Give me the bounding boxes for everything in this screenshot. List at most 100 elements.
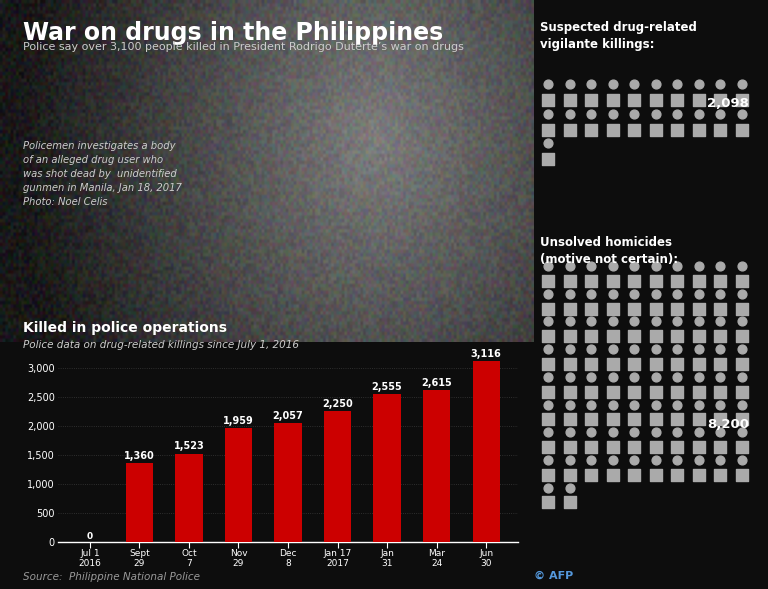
Point — [564, 95, 576, 105]
Point — [671, 125, 684, 134]
Point — [542, 442, 554, 452]
Point — [607, 455, 619, 465]
Text: 8,200: 8,200 — [707, 418, 749, 431]
Point — [585, 80, 598, 89]
Point — [542, 317, 554, 326]
Point — [693, 262, 705, 271]
Point — [542, 372, 554, 382]
Bar — [126, 463, 153, 542]
Point — [585, 470, 598, 479]
Point — [628, 304, 641, 313]
Text: 1,959: 1,959 — [223, 416, 254, 426]
Point — [714, 455, 727, 465]
Point — [628, 125, 641, 134]
Point — [650, 276, 662, 286]
Point — [650, 332, 662, 341]
Text: © AFP: © AFP — [534, 570, 573, 580]
Point — [607, 317, 619, 326]
Point — [693, 372, 705, 382]
Point — [650, 125, 662, 134]
Text: 2,615: 2,615 — [422, 378, 452, 388]
Point — [736, 428, 748, 437]
Point — [671, 345, 684, 354]
Point — [585, 109, 598, 118]
Point — [564, 428, 576, 437]
Point — [564, 359, 576, 369]
Point — [607, 304, 619, 313]
Text: 2,250: 2,250 — [322, 399, 353, 409]
Point — [564, 80, 576, 89]
Point — [650, 387, 662, 396]
Point — [650, 415, 662, 424]
Point — [564, 332, 576, 341]
Point — [693, 80, 705, 89]
Point — [650, 317, 662, 326]
Point — [671, 109, 684, 118]
Text: 2,057: 2,057 — [273, 411, 303, 421]
Point — [650, 455, 662, 465]
Point — [671, 372, 684, 382]
Point — [607, 470, 619, 479]
Point — [671, 415, 684, 424]
Point — [714, 109, 727, 118]
Text: 1,523: 1,523 — [174, 442, 204, 452]
Point — [736, 262, 748, 271]
Text: Unsolved homicides
(motive not certain):: Unsolved homicides (motive not certain): — [540, 236, 678, 266]
Point — [607, 415, 619, 424]
Point — [714, 80, 727, 89]
Point — [736, 95, 748, 105]
Text: 2,555: 2,555 — [372, 382, 402, 392]
Point — [628, 262, 641, 271]
Point — [585, 95, 598, 105]
Point — [585, 455, 598, 465]
Point — [564, 387, 576, 396]
Point — [693, 470, 705, 479]
Text: Suspected drug-related
vigilante killings:: Suspected drug-related vigilante killing… — [540, 21, 697, 51]
Point — [671, 289, 684, 299]
Point — [650, 80, 662, 89]
Point — [564, 304, 576, 313]
Point — [564, 345, 576, 354]
Point — [628, 276, 641, 286]
Point — [736, 442, 748, 452]
Point — [585, 125, 598, 134]
Point — [650, 345, 662, 354]
Point — [693, 400, 705, 409]
Text: 0: 0 — [87, 532, 93, 541]
Bar — [274, 422, 302, 542]
Point — [693, 332, 705, 341]
Point — [693, 304, 705, 313]
Text: Source:  Philippine National Police: Source: Philippine National Police — [23, 572, 200, 582]
Point — [736, 345, 748, 354]
Point — [650, 400, 662, 409]
Point — [607, 276, 619, 286]
Point — [736, 455, 748, 465]
Text: War on drugs in the Philippines: War on drugs in the Philippines — [23, 21, 443, 45]
Point — [693, 345, 705, 354]
Point — [714, 400, 727, 409]
Point — [585, 372, 598, 382]
Point — [736, 80, 748, 89]
Point — [736, 276, 748, 286]
Point — [542, 428, 554, 437]
Point — [607, 80, 619, 89]
Point — [714, 345, 727, 354]
Point — [542, 109, 554, 118]
Point — [693, 442, 705, 452]
Point — [650, 359, 662, 369]
Point — [607, 428, 619, 437]
Point — [542, 483, 554, 492]
Point — [585, 442, 598, 452]
Point — [671, 262, 684, 271]
Point — [628, 455, 641, 465]
Point — [564, 372, 576, 382]
Point — [650, 304, 662, 313]
Point — [542, 304, 554, 313]
Point — [564, 125, 576, 134]
Point — [714, 470, 727, 479]
Point — [585, 304, 598, 313]
Point — [628, 415, 641, 424]
Point — [542, 332, 554, 341]
Point — [736, 400, 748, 409]
Point — [671, 95, 684, 105]
